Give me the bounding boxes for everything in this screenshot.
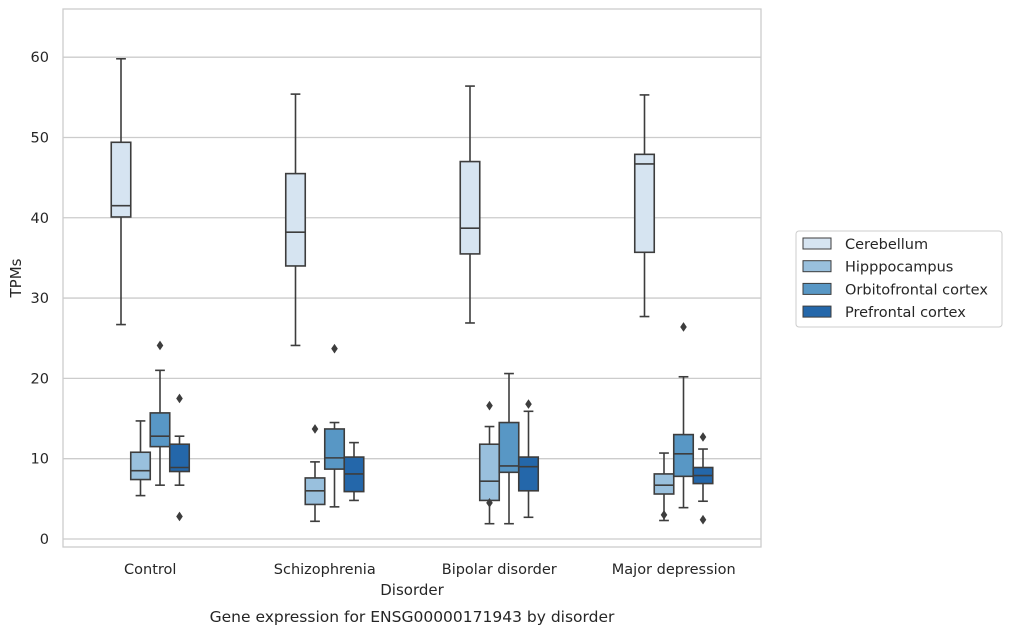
box-group xyxy=(517,399,540,519)
outlier-point xyxy=(176,511,183,522)
box xyxy=(653,473,675,495)
x-tick-label: Control xyxy=(124,562,176,578)
box-group xyxy=(343,441,365,502)
outlier-point xyxy=(680,322,687,332)
box-group xyxy=(168,393,191,522)
box xyxy=(517,456,540,492)
outlier-point xyxy=(486,498,493,508)
box xyxy=(149,412,171,448)
outlier-point xyxy=(660,510,668,520)
box xyxy=(110,141,132,218)
y-tick-label: 60 xyxy=(31,50,49,66)
x-tick-label: Schizophrenia xyxy=(274,562,376,578)
legend-label: Hipppocampus xyxy=(845,260,953,276)
y-axis-label: TPMs xyxy=(7,258,25,298)
box-group xyxy=(304,424,326,523)
box xyxy=(459,160,481,255)
chart-caption: Gene expression for ENSG00000171943 by d… xyxy=(210,608,615,626)
y-tick-label: 30 xyxy=(31,291,49,307)
box xyxy=(284,172,307,267)
outlier-point xyxy=(156,340,164,351)
box-group xyxy=(110,57,132,326)
legend-label: Orbitofrontal cortex xyxy=(845,282,988,298)
x-axis-label: Disorder xyxy=(380,581,444,599)
box-group xyxy=(129,420,152,497)
box-group xyxy=(653,452,675,522)
box xyxy=(672,433,695,478)
box xyxy=(129,451,152,481)
outlier-point xyxy=(525,399,532,409)
box-group xyxy=(149,340,171,486)
y-tick-label: 20 xyxy=(31,371,49,387)
box-group xyxy=(672,322,695,509)
box-group xyxy=(498,372,520,525)
outlier-point xyxy=(311,424,319,434)
y-tick-label: 0 xyxy=(40,532,49,548)
legend-swatch xyxy=(802,305,832,318)
box xyxy=(323,428,346,470)
x-tick-label: Bipolar disorder xyxy=(442,562,557,578)
boxes xyxy=(110,57,714,525)
legend: Cerebellum Hipppocampus Orbitofrontal cort… xyxy=(795,230,1003,328)
outlier-point xyxy=(331,343,338,354)
legend-label: Prefrontal cortex xyxy=(845,305,966,321)
legend-swatch xyxy=(802,237,832,250)
y-tick-label: 10 xyxy=(31,452,49,468)
y-tick-label: 40 xyxy=(31,211,49,227)
box xyxy=(478,443,501,502)
outlier-point xyxy=(699,432,707,442)
box-group xyxy=(284,93,307,347)
box xyxy=(168,443,191,473)
legend-swatch xyxy=(802,282,832,295)
box xyxy=(498,421,520,474)
legend-swatch xyxy=(802,260,832,273)
plot-area xyxy=(62,8,762,548)
legend-frame xyxy=(795,230,1003,328)
outlier-point xyxy=(176,393,183,404)
box-group xyxy=(633,94,656,318)
box-group xyxy=(478,400,501,525)
y-tick-label: 50 xyxy=(31,130,49,146)
legend-label: Cerebellum xyxy=(845,237,928,253)
y-axis-ticks: 0 10 20 30 40 50 60 xyxy=(31,50,49,548)
outlier-point xyxy=(486,400,493,411)
box-group xyxy=(459,85,481,324)
box-group xyxy=(323,343,346,508)
x-tick-label: Major depression xyxy=(612,562,736,578)
box-group xyxy=(692,432,714,525)
x-axis-ticks: Control Schizophrenia Bipolar disorder Majo… xyxy=(124,562,736,578)
outlier-point xyxy=(699,514,707,525)
box xyxy=(633,153,656,254)
